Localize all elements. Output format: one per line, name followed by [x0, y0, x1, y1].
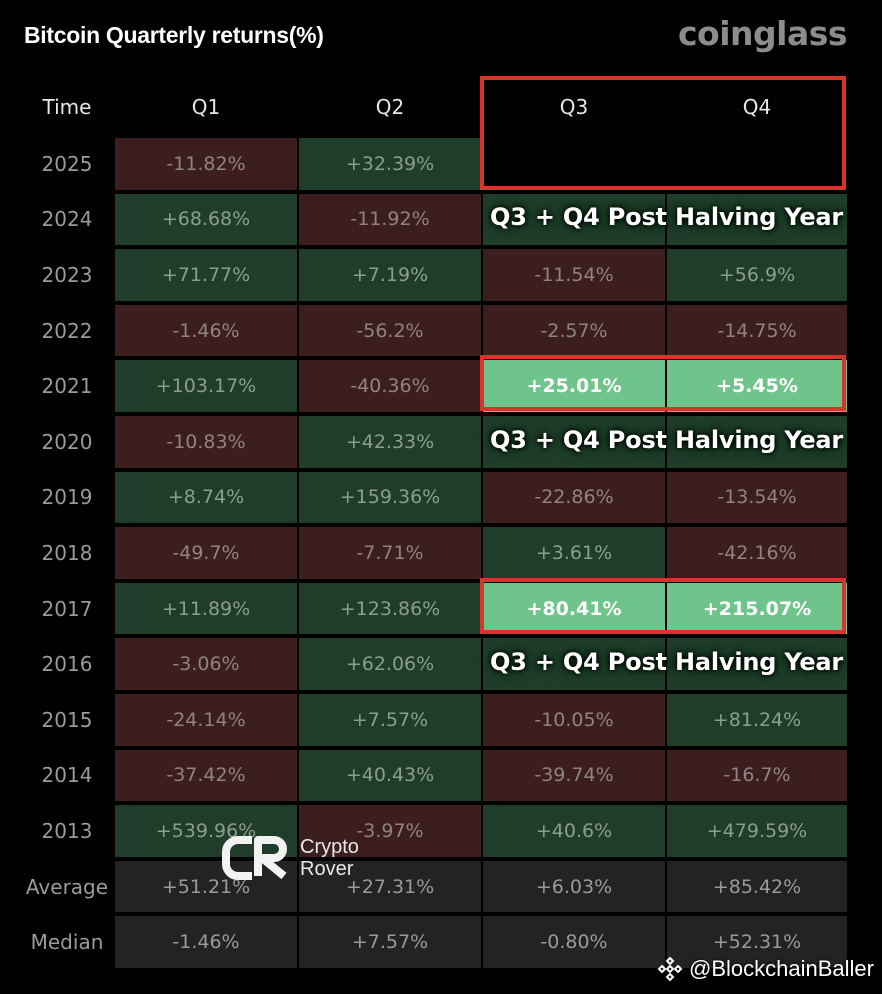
column-header-q1: Q1 — [191, 95, 221, 119]
cell-average-q2: +27.31% — [299, 860, 481, 913]
cell-2015-q1: -24.14% — [115, 693, 297, 746]
row-label-2020: 2020 — [41, 429, 93, 454]
cell-average-q1: +51.21% — [115, 860, 297, 913]
cell-2023-q4: +56.9% — [667, 249, 847, 301]
cell-2024-q3 — [483, 193, 665, 246]
cell-2025-q4 — [667, 138, 847, 190]
cell-average-q3: +6.03% — [483, 860, 665, 913]
halving-label-2020: Q3 + Q4 Post Halving Year — [490, 426, 844, 454]
cell-2023-q1: +71.77% — [115, 249, 297, 301]
cell-2019-q4: -13.54% — [667, 471, 847, 524]
row-label-2024: 2024 — [41, 207, 93, 232]
cell-2025-q1: -11.82% — [115, 138, 297, 190]
row-label-2016: 2016 — [41, 652, 93, 677]
column-header-q4: Q4 — [742, 95, 772, 119]
credit-handle: @BlockchainBaller — [689, 956, 874, 981]
cell-2025-q3 — [483, 138, 665, 190]
cell-2016-q4 — [667, 638, 847, 690]
cell-2020-q4 — [667, 415, 847, 468]
coinglass-logo: coinglass — [677, 14, 848, 53]
cell-2016-q1: -3.06% — [115, 638, 297, 690]
cell-2025-q2: +32.39% — [299, 138, 481, 190]
cell-2020-q2: +42.33% — [299, 415, 481, 468]
cell-median-q2: +7.57% — [299, 916, 481, 968]
cell-2015-q3: -10.05% — [483, 693, 665, 746]
row-label-2019: 2019 — [41, 485, 93, 510]
cell-2021-q2: -40.36% — [299, 360, 481, 412]
cell-median-q4: +52.31% — [667, 916, 847, 968]
cell-2017-q2: +123.86% — [299, 582, 481, 635]
cell-2019-q1: +8.74% — [115, 471, 297, 524]
cell-2019-q2: +159.36% — [299, 471, 481, 524]
row-label-2023: 2023 — [41, 262, 93, 287]
watermark-line-1: Crypto — [300, 836, 359, 858]
row-label-median: Median — [30, 930, 104, 955]
cell-2022-q2: -56.2% — [299, 304, 481, 357]
watermark-line-2: Rover — [300, 858, 354, 880]
cell-median-q1: -1.46% — [115, 916, 297, 968]
cell-2017-q3: +80.41% — [483, 582, 665, 635]
cell-2014-q2: +40.43% — [299, 749, 481, 802]
row-label-2018: 2018 — [41, 540, 93, 565]
cell-2023-q3: -11.54% — [483, 249, 665, 301]
cell-2020-q1: -10.83% — [115, 415, 297, 468]
cell-2014-q4: -16.7% — [667, 749, 847, 802]
cell-2024-q2: -11.92% — [299, 193, 481, 246]
cell-2014-q3: -39.74% — [483, 749, 665, 802]
author-credit: @BlockchainBaller — [657, 956, 874, 982]
cell-2019-q3: -22.86% — [483, 471, 665, 524]
cell-2021-q1: +103.17% — [115, 360, 297, 412]
halving-label-2016: Q3 + Q4 Post Halving Year — [490, 648, 844, 676]
cell-2018-q1: -49.7% — [115, 527, 297, 579]
cell-2014-q1: -37.42% — [115, 749, 297, 802]
row-label-2014: 2014 — [41, 763, 93, 788]
returns-table: Time Q1 Q2 Q3 Q4 2025 -11.82% +32.39% 2024 +68.68… — [20, 78, 848, 970]
cell-2017-q4: +215.07% — [667, 582, 847, 635]
column-header-q2: Q2 — [375, 95, 405, 119]
cell-2016-q3 — [483, 638, 665, 690]
cell-2018-q3: +3.61% — [483, 527, 665, 579]
column-header-time: Time — [42, 95, 92, 119]
cell-average-q4: +85.42% — [667, 860, 847, 913]
cell-2018-q4: -42.16% — [667, 527, 847, 579]
row-label-2013: 2013 — [41, 818, 93, 843]
cell-2017-q1: +11.89% — [115, 582, 297, 635]
cell-2013-q3: +40.6% — [483, 805, 665, 857]
cell-2022-q4: -14.75% — [667, 304, 847, 357]
cell-median-q3: -0.80% — [483, 916, 665, 968]
row-label-average: Average — [25, 874, 109, 899]
row-label-2017: 2017 — [41, 596, 93, 621]
cell-2022-q3: -2.57% — [483, 304, 665, 357]
halving-label-2024: Q3 + Q4 Post Halving Year — [490, 203, 844, 231]
row-label-2022: 2022 — [41, 318, 93, 343]
row-label-2025: 2025 — [41, 151, 93, 176]
cell-2024-q1: +68.68% — [115, 193, 297, 246]
cell-2023-q2: +7.19% — [299, 249, 481, 301]
cell-2013-q2: -3.97% — [299, 805, 481, 857]
row-label-2021: 2021 — [41, 374, 93, 399]
crypto-rover-logo-icon — [222, 836, 287, 880]
cell-2016-q2: +62.06% — [299, 638, 481, 690]
cell-2020-q3 — [483, 415, 665, 468]
cell-2021-q4: +5.45% — [667, 360, 847, 412]
binance-diamond-icon — [657, 956, 683, 982]
chart-title: Bitcoin Quarterly returns(%) — [24, 22, 324, 48]
cell-2013-q1: +539.96% — [115, 805, 297, 857]
cell-2015-q2: +7.57% — [299, 693, 481, 746]
row-label-2015: 2015 — [41, 707, 93, 732]
cell-2024-q4 — [667, 193, 847, 246]
cell-2013-q4: +479.59% — [667, 805, 847, 857]
crypto-rover-watermark: Crypto Rover — [222, 832, 359, 884]
cell-2021-q3: +25.01% — [483, 360, 665, 412]
cell-2015-q4: +81.24% — [667, 693, 847, 746]
cell-2018-q2: -7.71% — [299, 527, 481, 579]
cell-2022-q1: -1.46% — [115, 304, 297, 357]
column-header-q3: Q3 — [559, 95, 589, 119]
